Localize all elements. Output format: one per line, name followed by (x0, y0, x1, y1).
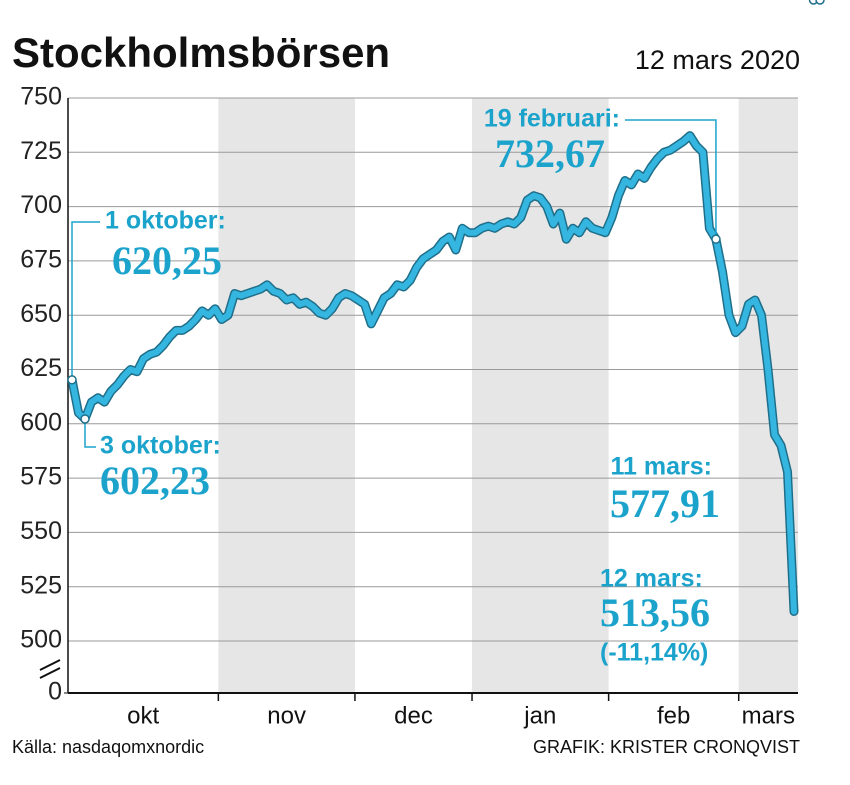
value-label: 513,56 (600, 590, 710, 635)
chart-title: Stockholmsbörsen (12, 29, 390, 76)
leader-line (71, 221, 100, 380)
leader-line (84, 418, 96, 448)
point (711, 234, 721, 244)
month-band (218, 98, 355, 693)
annotation-label: 11 mars: (611, 453, 712, 481)
point (815, 0, 825, 5)
annotation-label: 1 oktober: (105, 207, 226, 235)
value-label: 602,23 (100, 458, 210, 503)
point (80, 414, 90, 424)
y-tick-label: 675 (20, 246, 62, 274)
y-tick-label: 650 (20, 300, 62, 328)
axis-break (39, 659, 61, 679)
y-tick-label: 625 (20, 354, 62, 382)
x-tick-label: jan (523, 702, 556, 729)
x-tick-label: dec (394, 702, 433, 729)
x-tick-label: feb (657, 702, 690, 729)
annotation-label: 19 februari: (484, 105, 620, 133)
leader-line (625, 119, 717, 240)
annotation-label: 3 oktober: (100, 432, 221, 460)
line (69, 132, 797, 615)
y-tick-label: 500 (20, 626, 62, 654)
x-tick-label: nov (267, 702, 306, 729)
annotation-note: (-11,14%) (600, 639, 708, 667)
y-tick-label: 525 (20, 571, 62, 599)
value-label: 577,91 (610, 481, 720, 526)
month-band (472, 98, 609, 693)
value-label: 620,25 (112, 238, 222, 283)
credit: GRAFIK: KRISTER CRONQVIST (533, 737, 800, 757)
x-tick-label: okt (127, 702, 159, 729)
y-tick-label: 550 (20, 517, 62, 545)
x-tick-label: mars (742, 702, 795, 729)
y-tick-label: 575 (20, 463, 62, 491)
y-tick-label: 600 (20, 408, 62, 436)
value-label: 732,67 (495, 131, 605, 176)
y-tick-label: 725 (20, 137, 62, 165)
y-tick-label: 750 (20, 83, 62, 111)
annotation-label: 12 mars: (600, 565, 703, 593)
y-tick-label: 0 (48, 678, 62, 706)
y-tick-label: 700 (20, 191, 62, 219)
source: Källa: nasdaqomxnordic (12, 737, 204, 757)
point (67, 375, 77, 385)
chart-subtitle: 12 mars 2020 (635, 45, 800, 75)
